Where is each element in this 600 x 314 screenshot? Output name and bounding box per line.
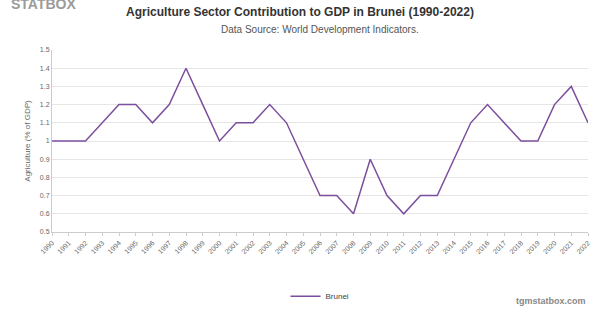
svg-text:2011: 2011: [391, 239, 407, 255]
svg-text:2015: 2015: [458, 239, 474, 255]
svg-text:Agriculture Sector Contributio: Agriculture Sector Contribution to GDP i…: [126, 5, 474, 19]
svg-text:2007: 2007: [324, 239, 340, 255]
svg-text:1998: 1998: [173, 239, 189, 255]
svg-text:1994: 1994: [106, 239, 122, 255]
svg-text:2008: 2008: [341, 239, 357, 255]
svg-text:2019: 2019: [525, 239, 541, 255]
svg-text:2020: 2020: [542, 239, 558, 255]
svg-text:tgmstatbox.com: tgmstatbox.com: [516, 296, 586, 306]
svg-text:2017: 2017: [491, 239, 507, 255]
svg-text:Agriculture (% of GDP): Agriculture (% of GDP): [23, 100, 32, 182]
svg-text:1.4: 1.4: [40, 65, 50, 72]
svg-text:2001: 2001: [223, 239, 239, 255]
svg-text:1999: 1999: [190, 239, 206, 255]
svg-text:0.8: 0.8: [40, 174, 50, 181]
svg-text:1997: 1997: [156, 239, 172, 255]
svg-text:0.5: 0.5: [40, 228, 50, 235]
svg-text:2000: 2000: [207, 239, 223, 255]
svg-text:2005: 2005: [290, 239, 306, 255]
svg-text:2010: 2010: [374, 239, 390, 255]
svg-text:2021: 2021: [558, 239, 574, 255]
svg-text:2018: 2018: [508, 239, 524, 255]
svg-text:1: 1: [46, 137, 50, 144]
svg-text:1995: 1995: [123, 239, 139, 255]
svg-text:0.9: 0.9: [40, 156, 50, 163]
svg-text:0.6: 0.6: [40, 210, 50, 217]
svg-text:2002: 2002: [240, 239, 256, 255]
svg-text:2014: 2014: [441, 239, 457, 255]
svg-text:1993: 1993: [89, 239, 105, 255]
svg-text:2006: 2006: [307, 239, 323, 255]
svg-text:1.5: 1.5: [40, 46, 50, 53]
svg-text:1992: 1992: [73, 239, 89, 255]
svg-text:2016: 2016: [475, 239, 491, 255]
svg-text:1.1: 1.1: [40, 119, 50, 126]
svg-text:0.7: 0.7: [40, 192, 50, 199]
svg-text:Brunei: Brunei: [326, 292, 349, 301]
svg-text:1.3: 1.3: [40, 83, 50, 90]
svg-text:2003: 2003: [257, 239, 273, 255]
svg-text:Data Source: World Development: Data Source: World Development Indicator…: [221, 24, 419, 35]
svg-text:STATBOX: STATBOX: [11, 0, 76, 12]
svg-text:1.2: 1.2: [40, 101, 50, 108]
svg-text:1990: 1990: [39, 239, 55, 255]
svg-text:2012: 2012: [408, 239, 424, 255]
svg-text:2004: 2004: [274, 239, 290, 255]
svg-text:2009: 2009: [357, 239, 373, 255]
svg-text:2013: 2013: [424, 239, 440, 255]
svg-text:2022: 2022: [575, 239, 591, 255]
svg-text:1996: 1996: [140, 239, 156, 255]
svg-text:1991: 1991: [56, 239, 72, 255]
